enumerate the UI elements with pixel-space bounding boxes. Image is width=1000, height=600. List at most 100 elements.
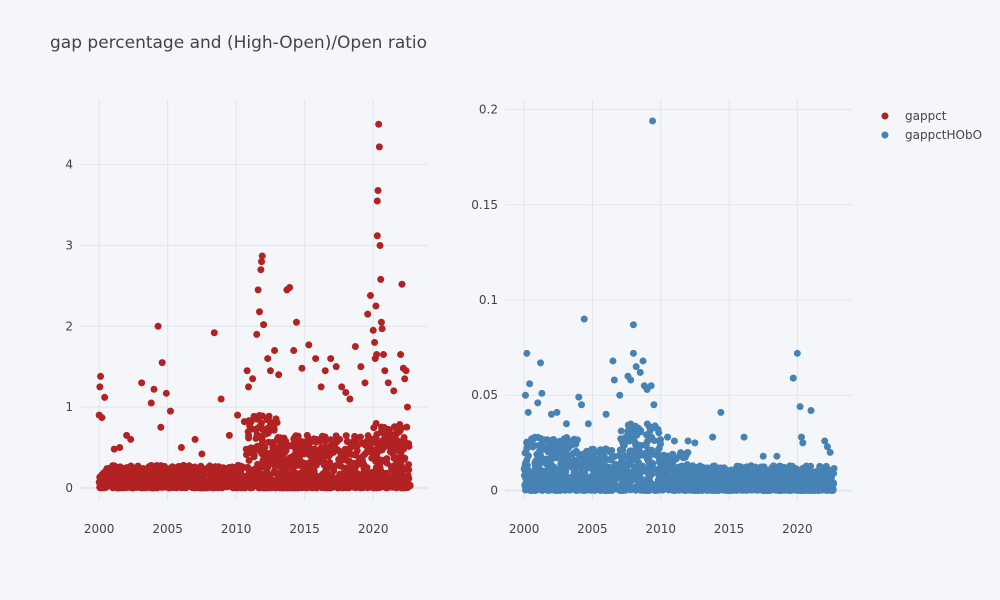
data-point bbox=[762, 466, 770, 474]
y-tick-label: 0 bbox=[65, 481, 73, 495]
data-point bbox=[611, 471, 619, 479]
data-point bbox=[717, 408, 725, 416]
data-point bbox=[298, 364, 306, 372]
data-point bbox=[819, 476, 827, 484]
data-point bbox=[375, 143, 383, 151]
legend-label[interactable]: gappctHObO bbox=[905, 128, 982, 142]
data-point bbox=[736, 485, 744, 493]
data-point bbox=[286, 283, 294, 291]
data-point bbox=[378, 325, 386, 333]
data-point bbox=[767, 472, 775, 480]
data-point bbox=[627, 376, 635, 384]
x-tick-label: 2015 bbox=[714, 522, 745, 536]
data-point bbox=[655, 444, 663, 452]
data-point bbox=[371, 338, 379, 346]
data-point bbox=[752, 463, 760, 471]
data-point bbox=[393, 426, 401, 434]
data-point bbox=[664, 484, 672, 492]
data-point bbox=[305, 443, 313, 451]
data-point bbox=[269, 443, 277, 451]
data-point bbox=[360, 461, 368, 469]
data-point bbox=[752, 486, 760, 494]
data-point bbox=[594, 481, 602, 489]
legend-marker[interactable] bbox=[881, 131, 889, 139]
data-point bbox=[394, 476, 402, 484]
data-point bbox=[684, 449, 692, 457]
data-point bbox=[128, 473, 136, 481]
data-point bbox=[277, 473, 285, 481]
data-point bbox=[638, 462, 646, 470]
data-point bbox=[398, 468, 406, 476]
y-tick-label: 0.1 bbox=[479, 293, 498, 307]
data-point bbox=[629, 321, 637, 329]
data-point bbox=[532, 478, 540, 486]
data-point bbox=[654, 479, 662, 487]
data-point bbox=[588, 445, 596, 453]
data-point bbox=[330, 448, 338, 456]
data-point bbox=[571, 439, 579, 447]
data-point bbox=[542, 460, 550, 468]
data-point bbox=[797, 433, 805, 441]
data-point bbox=[218, 470, 226, 478]
data-point bbox=[527, 485, 535, 493]
data-point bbox=[650, 401, 658, 409]
data-point bbox=[405, 475, 413, 483]
data-point bbox=[307, 470, 315, 478]
data-point bbox=[329, 438, 337, 446]
data-point bbox=[381, 367, 389, 375]
data-point bbox=[580, 315, 588, 323]
data-point bbox=[661, 464, 669, 472]
data-point bbox=[538, 470, 546, 478]
data-point bbox=[733, 473, 741, 481]
data-point bbox=[585, 474, 593, 482]
data-point bbox=[245, 434, 253, 442]
data-point bbox=[155, 469, 163, 477]
data-point bbox=[337, 453, 345, 461]
data-point bbox=[192, 478, 200, 486]
data-point bbox=[209, 484, 217, 492]
data-point bbox=[268, 456, 276, 464]
data-point bbox=[384, 473, 392, 481]
legend[interactable]: gappct gappctHObO bbox=[881, 109, 983, 142]
data-point bbox=[629, 456, 637, 464]
data-point bbox=[259, 412, 267, 420]
data-point bbox=[389, 467, 397, 475]
data-point bbox=[797, 467, 805, 475]
data-point bbox=[364, 310, 372, 318]
data-point bbox=[321, 433, 329, 441]
data-point bbox=[321, 367, 329, 375]
data-point bbox=[560, 448, 568, 456]
data-point bbox=[289, 464, 297, 472]
data-point bbox=[364, 432, 372, 440]
legend-label[interactable]: gappct bbox=[905, 109, 947, 123]
data-point bbox=[153, 481, 161, 489]
data-point bbox=[683, 472, 691, 480]
data-point bbox=[210, 329, 218, 337]
data-point bbox=[372, 463, 380, 471]
data-point bbox=[720, 476, 728, 484]
legend-marker[interactable] bbox=[881, 112, 889, 120]
data-point bbox=[253, 330, 261, 338]
data-point bbox=[804, 463, 812, 471]
data-point bbox=[632, 363, 640, 371]
data-point bbox=[365, 448, 373, 456]
data-point bbox=[304, 478, 312, 486]
data-point bbox=[400, 445, 408, 453]
data-point bbox=[679, 454, 687, 462]
data-point bbox=[312, 355, 320, 363]
data-point bbox=[361, 441, 369, 449]
data-point bbox=[142, 483, 150, 491]
data-point bbox=[562, 420, 570, 428]
data-point bbox=[656, 436, 664, 444]
data-point bbox=[638, 451, 646, 459]
data-point bbox=[626, 447, 634, 455]
data-point bbox=[254, 424, 262, 432]
data-point bbox=[188, 468, 196, 476]
data-point bbox=[623, 460, 631, 468]
data-point bbox=[124, 479, 132, 487]
data-point bbox=[576, 473, 584, 481]
data-point bbox=[654, 426, 662, 434]
data-point bbox=[371, 450, 379, 458]
data-point bbox=[324, 484, 332, 492]
data-point bbox=[180, 464, 188, 472]
